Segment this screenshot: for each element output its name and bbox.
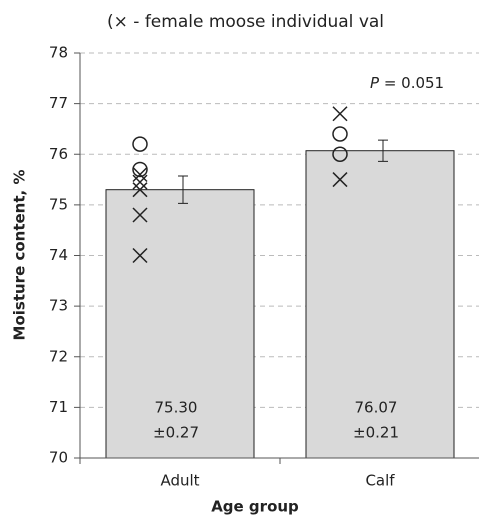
point-circle xyxy=(132,136,148,152)
point-circle xyxy=(132,161,148,178)
p-symbol: P xyxy=(370,74,380,92)
value-label: 76.07 xyxy=(355,399,398,417)
y-tick-label: 73 xyxy=(49,297,68,315)
error-bar xyxy=(378,139,388,162)
y-tick-label: 78 xyxy=(49,44,68,62)
point-circle xyxy=(332,126,348,142)
point-circle xyxy=(332,146,348,162)
point-cross xyxy=(132,174,148,190)
error-bar xyxy=(178,175,188,204)
point-cross xyxy=(132,166,148,183)
y-tick-label: 72 xyxy=(49,347,68,365)
y-tick-label: 75 xyxy=(49,195,68,213)
point-cross xyxy=(332,172,348,188)
y-tick-label: 74 xyxy=(49,246,68,264)
point-cross xyxy=(132,247,148,264)
y-tick-label: 76 xyxy=(49,145,68,163)
y-tick-label: 70 xyxy=(49,449,68,467)
point-cross xyxy=(332,106,348,122)
bar xyxy=(105,189,255,459)
value-label: 75.30 xyxy=(155,399,198,417)
point-cross xyxy=(132,207,148,223)
error-label: ±0.21 xyxy=(353,424,399,442)
p-value: = 0.051 xyxy=(379,74,444,92)
annotation: P = 0.051 xyxy=(370,74,444,92)
y-tick-label: 77 xyxy=(49,94,68,112)
y-tick-label: 71 xyxy=(49,398,68,416)
y-axis-label: Moisture content, % xyxy=(11,170,29,341)
error-label: ±0.27 xyxy=(153,424,199,442)
x-tick-label: Adult xyxy=(160,472,199,490)
point-cross xyxy=(132,182,148,198)
chart-title: (× - female moose individual val xyxy=(107,12,384,32)
x-axis-label: Age group xyxy=(211,498,299,515)
x-tick-label: Calf xyxy=(365,472,395,490)
